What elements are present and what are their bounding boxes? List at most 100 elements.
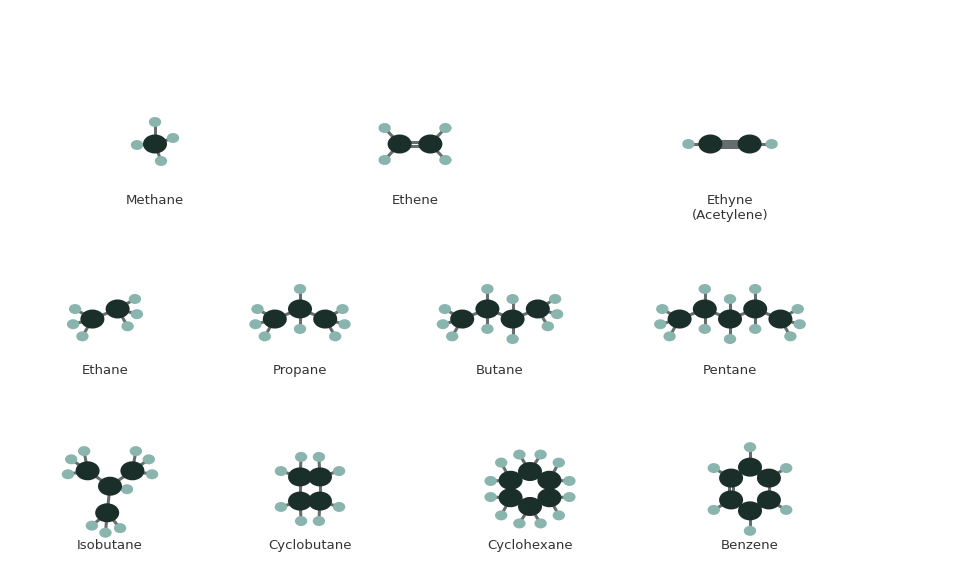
- Ellipse shape: [738, 501, 762, 521]
- Ellipse shape: [288, 467, 312, 486]
- Ellipse shape: [526, 299, 550, 318]
- Ellipse shape: [481, 284, 493, 294]
- Ellipse shape: [419, 134, 443, 153]
- Ellipse shape: [288, 492, 312, 511]
- Ellipse shape: [130, 446, 142, 456]
- Ellipse shape: [780, 505, 792, 515]
- Text: Isobutane: Isobutane: [77, 539, 143, 552]
- Ellipse shape: [551, 309, 564, 319]
- Ellipse shape: [313, 516, 325, 526]
- Ellipse shape: [500, 310, 524, 328]
- Ellipse shape: [541, 321, 554, 331]
- Text: Propane: Propane: [273, 364, 327, 377]
- Ellipse shape: [131, 309, 143, 319]
- Ellipse shape: [553, 457, 565, 468]
- Ellipse shape: [719, 490, 743, 510]
- Ellipse shape: [756, 490, 780, 510]
- Text: Ethene: Ethene: [392, 194, 439, 207]
- Ellipse shape: [250, 319, 262, 329]
- Ellipse shape: [308, 467, 332, 486]
- Ellipse shape: [143, 134, 167, 153]
- Ellipse shape: [295, 516, 307, 526]
- Ellipse shape: [495, 457, 508, 468]
- Ellipse shape: [388, 134, 412, 153]
- Ellipse shape: [495, 511, 508, 521]
- Ellipse shape: [768, 310, 792, 328]
- Ellipse shape: [683, 139, 695, 149]
- Ellipse shape: [333, 466, 346, 476]
- Ellipse shape: [329, 331, 342, 342]
- Text: Cyclohexane: Cyclohexane: [487, 539, 573, 552]
- Ellipse shape: [437, 319, 449, 329]
- Ellipse shape: [792, 304, 804, 314]
- Ellipse shape: [143, 455, 155, 464]
- Ellipse shape: [313, 310, 337, 328]
- Ellipse shape: [333, 502, 346, 512]
- Ellipse shape: [744, 526, 756, 536]
- Ellipse shape: [693, 299, 717, 318]
- Ellipse shape: [535, 449, 547, 460]
- Ellipse shape: [149, 117, 161, 127]
- Ellipse shape: [744, 442, 756, 452]
- Ellipse shape: [121, 484, 133, 494]
- Ellipse shape: [378, 155, 391, 165]
- Ellipse shape: [718, 310, 742, 328]
- Ellipse shape: [252, 304, 264, 314]
- Ellipse shape: [724, 334, 736, 344]
- Ellipse shape: [564, 476, 576, 486]
- Ellipse shape: [99, 527, 111, 538]
- Ellipse shape: [258, 331, 271, 342]
- Text: Methane: Methane: [126, 194, 184, 207]
- Ellipse shape: [699, 284, 711, 294]
- Ellipse shape: [129, 294, 141, 304]
- Ellipse shape: [794, 319, 805, 329]
- Ellipse shape: [446, 331, 459, 342]
- Ellipse shape: [294, 324, 306, 334]
- Ellipse shape: [481, 324, 493, 334]
- Ellipse shape: [288, 299, 312, 318]
- Ellipse shape: [708, 505, 720, 515]
- Ellipse shape: [67, 319, 80, 329]
- Ellipse shape: [553, 511, 565, 521]
- Ellipse shape: [440, 155, 451, 165]
- Ellipse shape: [378, 123, 391, 133]
- Ellipse shape: [485, 492, 497, 502]
- Ellipse shape: [538, 471, 562, 490]
- Ellipse shape: [106, 299, 130, 318]
- Ellipse shape: [498, 488, 522, 507]
- Ellipse shape: [65, 455, 78, 464]
- Ellipse shape: [663, 331, 676, 342]
- Ellipse shape: [61, 469, 74, 479]
- Ellipse shape: [485, 476, 497, 486]
- Ellipse shape: [518, 497, 542, 516]
- Ellipse shape: [738, 457, 762, 477]
- Ellipse shape: [724, 294, 736, 304]
- Ellipse shape: [98, 477, 122, 496]
- Ellipse shape: [78, 446, 90, 456]
- Ellipse shape: [439, 304, 451, 314]
- Ellipse shape: [654, 319, 666, 329]
- Ellipse shape: [749, 284, 761, 294]
- Ellipse shape: [76, 461, 100, 481]
- Ellipse shape: [155, 156, 167, 166]
- Ellipse shape: [514, 449, 526, 460]
- Ellipse shape: [146, 469, 158, 479]
- Ellipse shape: [81, 310, 105, 328]
- Ellipse shape: [535, 518, 547, 529]
- Text: Butane: Butane: [476, 364, 524, 377]
- Ellipse shape: [656, 304, 668, 314]
- Ellipse shape: [549, 294, 562, 304]
- Ellipse shape: [514, 518, 526, 529]
- Text: Ethyne
(Acetylene): Ethyne (Acetylene): [692, 194, 768, 222]
- Ellipse shape: [765, 139, 778, 149]
- Ellipse shape: [336, 304, 348, 314]
- Ellipse shape: [95, 503, 119, 522]
- Ellipse shape: [120, 461, 144, 481]
- Ellipse shape: [564, 492, 576, 502]
- Ellipse shape: [538, 488, 562, 507]
- Ellipse shape: [308, 492, 332, 511]
- Ellipse shape: [498, 471, 522, 490]
- Ellipse shape: [313, 452, 325, 462]
- Ellipse shape: [743, 299, 767, 318]
- Ellipse shape: [275, 466, 287, 476]
